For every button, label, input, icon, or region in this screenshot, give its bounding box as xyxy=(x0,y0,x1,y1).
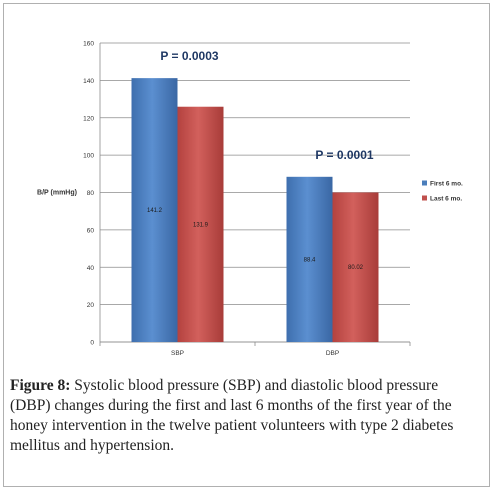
caption-text: Systolic blood pressure (SBP) and diasto… xyxy=(10,377,454,454)
y-tick-label: 80 xyxy=(87,190,95,197)
bar xyxy=(177,106,224,343)
bar xyxy=(286,176,333,342)
legend-swatch xyxy=(422,195,427,201)
y-tick-label: 20 xyxy=(87,302,95,309)
y-tick-label: 0 xyxy=(90,340,94,347)
caption-label: Figure 8: xyxy=(10,377,71,394)
data-label: 141.2 xyxy=(147,208,163,214)
bar xyxy=(332,192,379,342)
y-tick-label: 40 xyxy=(87,265,95,272)
data-label: 80.02 xyxy=(348,265,364,271)
bar xyxy=(131,78,178,342)
data-label: 88.4 xyxy=(304,257,316,263)
figure-caption: Figure 8: Systolic blood pressure (SBP) … xyxy=(10,376,482,456)
y-axis-label: B/P (mmHg) xyxy=(37,190,77,197)
p-value-annotation: P = 0.0001 xyxy=(315,148,373,162)
y-tick-label: 120 xyxy=(83,115,94,122)
data-label: 131.9 xyxy=(193,222,209,228)
y-tick-label: 100 xyxy=(83,153,94,160)
y-tick-label: 140 xyxy=(83,78,94,85)
legend-label: First 6 mo. xyxy=(430,181,463,188)
figure-frame xyxy=(3,3,490,487)
x-tick-label: SBP xyxy=(171,350,184,357)
x-tick-label: DBP xyxy=(326,350,339,357)
y-tick-label: 60 xyxy=(87,227,95,234)
p-value-annotation: P = 0.0003 xyxy=(160,49,218,63)
legend-swatch xyxy=(422,180,427,186)
bar-chart: 0 20 40 60 80 100 120 140 160 B/P (mmHg) 141.2 131.… xyxy=(37,41,463,358)
y-tick-label: 160 xyxy=(83,41,94,48)
legend-label: Last 6 mo. xyxy=(430,196,462,203)
